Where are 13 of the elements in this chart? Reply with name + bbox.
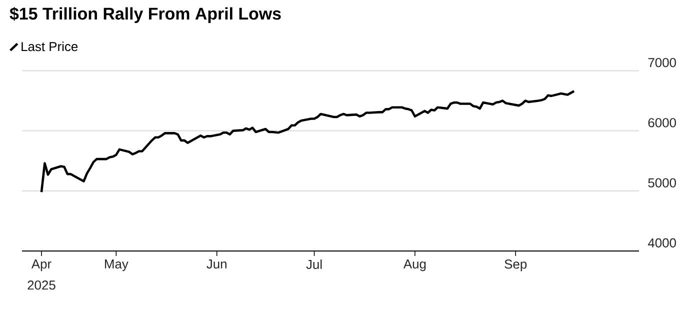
chart-title: $15 Trillion Rally From April Lows bbox=[10, 6, 281, 24]
x-tick-label: Aug bbox=[403, 260, 426, 272]
text: 2025 bbox=[28, 280, 56, 290]
legend-label: Last Price bbox=[22, 42, 78, 52]
x-tick-label: Apr bbox=[31, 260, 52, 272]
y-tick-label: 7000 bbox=[648, 58, 676, 68]
x-tick-label: Jul bbox=[306, 260, 322, 270]
x-tick-label: Sep bbox=[504, 260, 527, 272]
y-tick-label: 4000 bbox=[648, 238, 676, 248]
y-tick-label: 6000 bbox=[648, 118, 676, 128]
x-tick-label: May bbox=[105, 260, 128, 272]
x-tick-label: Jun bbox=[206, 260, 226, 269]
y-tick-label: 5000 bbox=[648, 178, 676, 188]
